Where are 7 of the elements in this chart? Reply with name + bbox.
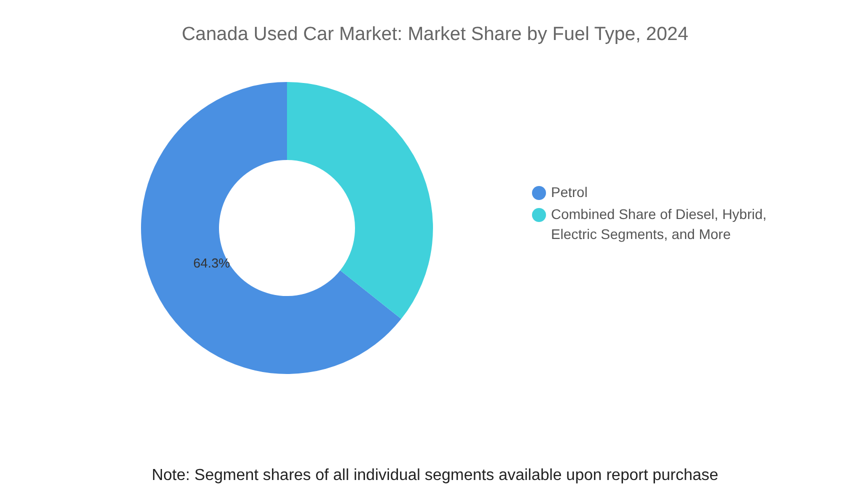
- donut-slice: [141, 82, 402, 374]
- legend-label: Combined Share of Diesel, Hybrid, Electric Segments, and More: [551, 206, 767, 242]
- donut-slice: [287, 82, 433, 319]
- data-label: 64.3%: [193, 256, 231, 271]
- text: Note: Segment shares of all individual segments available upon report purchase: [152, 467, 718, 484]
- chart-title: Canada Used Car Market: Market Share by Fuel Type, 2024: [182, 24, 689, 45]
- legend-label: Petrol: [551, 184, 588, 200]
